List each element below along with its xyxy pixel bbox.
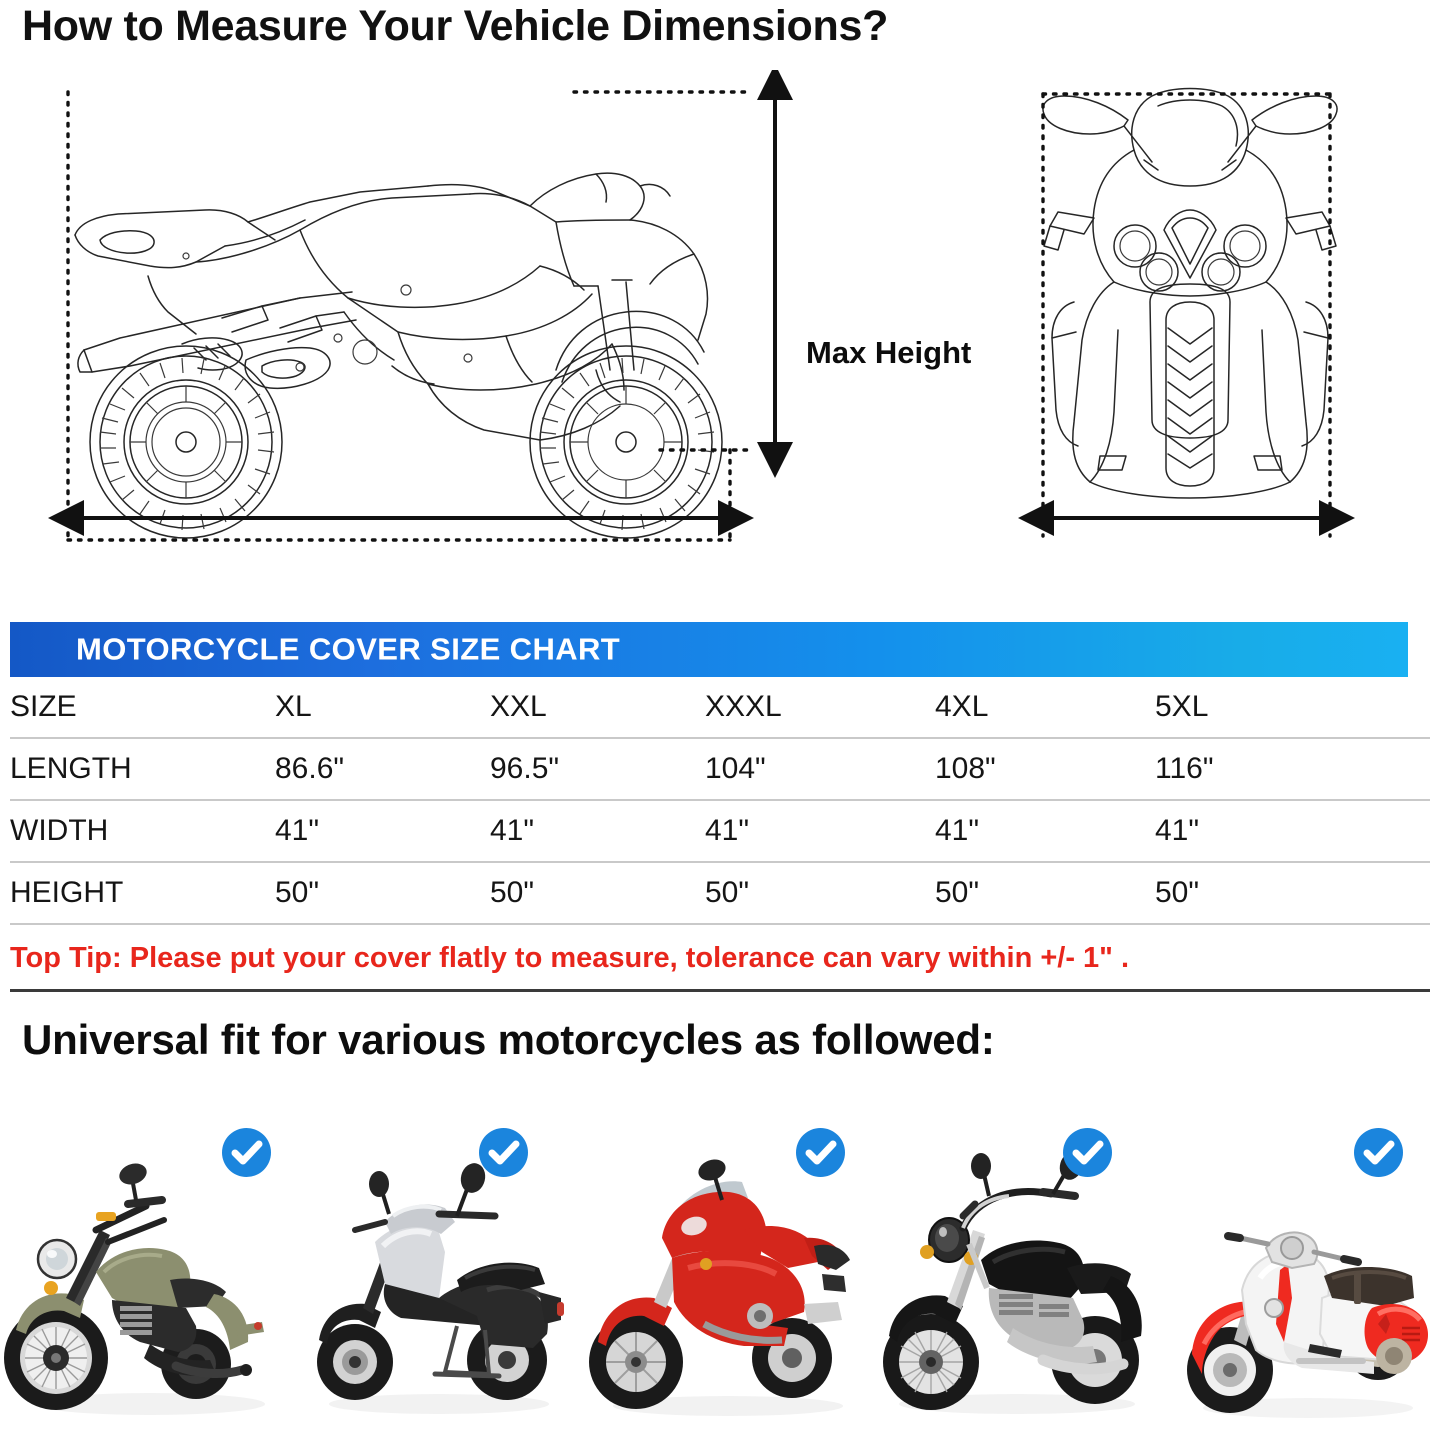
table-row: WIDTH 41" 41" 41" 41" 41" xyxy=(10,800,1430,863)
photo-cell-cruiser-olive xyxy=(0,1112,289,1433)
column-header-xl: XL xyxy=(275,677,490,739)
compatible-motorcycles-strip xyxy=(0,1112,1445,1433)
table-row-tip: Top Tip: Please put your cover flatly to… xyxy=(10,924,1430,989)
cell-length-xxl: 96.5" xyxy=(490,738,705,801)
cell-height-4xl: 50" xyxy=(935,862,1155,925)
cell-height-xxxl: 50" xyxy=(705,862,935,925)
table-row-header: SIZE XL XXL XXXL 4XL 5XL xyxy=(10,677,1430,739)
universal-fit-heading: Universal fit for various motorcycles as… xyxy=(22,1016,995,1063)
cell-height-5xl: 50" xyxy=(1155,862,1430,925)
top-tip-text: Top Tip: Please put your cover flatly to… xyxy=(10,942,1130,974)
check-icon xyxy=(1354,1128,1403,1177)
rear-wheel xyxy=(89,345,283,539)
cell-length-4xl: 108" xyxy=(935,738,1155,801)
motorcycle-front-view-line-art xyxy=(1042,87,1338,499)
front-wheel xyxy=(529,279,723,539)
cell-length-xl: 86.6" xyxy=(275,738,490,801)
photo-cell-black-silver-scooter xyxy=(289,1112,578,1433)
check-icon xyxy=(796,1128,845,1177)
cell-length-xxxl: 104" xyxy=(705,738,935,801)
red-white-vintage-scooter xyxy=(1187,1231,1428,1418)
measurement-diagram: .ln { fill:none; stroke:#262626; stroke-… xyxy=(0,70,1445,654)
black-silver-scooter xyxy=(317,1163,564,1414)
cell-width-4xl: 41" xyxy=(935,800,1155,863)
page-title: How to Measure Your Vehicle Dimensions? xyxy=(22,2,889,50)
table-bottom-divider xyxy=(10,989,1430,992)
check-icon xyxy=(479,1128,528,1177)
column-header-xxxl: XXXL xyxy=(705,677,935,739)
row-label-width: WIDTH xyxy=(10,800,275,863)
size-chart-header-bar: MOTORCYCLE COVER SIZE CHART xyxy=(10,622,1408,677)
side-view-dimension-guides xyxy=(48,70,793,542)
cell-width-xl: 41" xyxy=(275,800,490,863)
cell-length-5xl: 116" xyxy=(1155,738,1430,801)
red-sportbike xyxy=(589,1159,850,1416)
motorcycle-side-view-line-art xyxy=(74,172,723,539)
cell-width-5xl: 41" xyxy=(1155,800,1430,863)
size-chart-section: MOTORCYCLE COVER SIZE CHART SIZE XL XXL … xyxy=(0,622,1445,992)
table-row: HEIGHT 50" 50" 50" 50" 50" xyxy=(10,862,1430,925)
max-height-label: Max Height xyxy=(806,335,972,370)
front-view-dimension-guides xyxy=(1018,92,1355,538)
column-header-size: SIZE xyxy=(10,677,275,739)
column-header-4xl: 4XL xyxy=(935,677,1155,739)
size-chart-table: SIZE XL XXL XXXL 4XL 5XL LENGTH 86.6" 96… xyxy=(10,677,1430,989)
row-label-height: HEIGHT xyxy=(10,862,275,925)
cell-height-xl: 50" xyxy=(275,862,490,925)
photo-cell-red-sportbike xyxy=(578,1112,867,1433)
size-chart-title: MOTORCYCLE COVER SIZE CHART xyxy=(76,630,621,666)
photo-cell-vintage-scooter xyxy=(1156,1112,1445,1433)
black-cruiser-motorcycle xyxy=(883,1152,1142,1414)
column-header-xxl: XXL xyxy=(490,677,705,739)
diagram-svg: .ln { fill:none; stroke:#262626; stroke-… xyxy=(48,70,1355,542)
column-header-5xl: 5XL xyxy=(1155,677,1430,739)
tip-cell: Top Tip: Please put your cover flatly to… xyxy=(10,924,1430,989)
photo-cell-black-cruiser xyxy=(867,1112,1156,1433)
cruiser-olive-motorcycle xyxy=(4,1163,265,1415)
check-icon xyxy=(222,1128,271,1177)
table-row: LENGTH 86.6" 96.5" 104" 108" 116" xyxy=(10,738,1430,801)
check-icon xyxy=(1063,1128,1112,1177)
cell-width-xxl: 41" xyxy=(490,800,705,863)
cell-width-xxxl: 41" xyxy=(705,800,935,863)
cell-height-xxl: 50" xyxy=(490,862,705,925)
row-label-length: LENGTH xyxy=(10,738,275,801)
